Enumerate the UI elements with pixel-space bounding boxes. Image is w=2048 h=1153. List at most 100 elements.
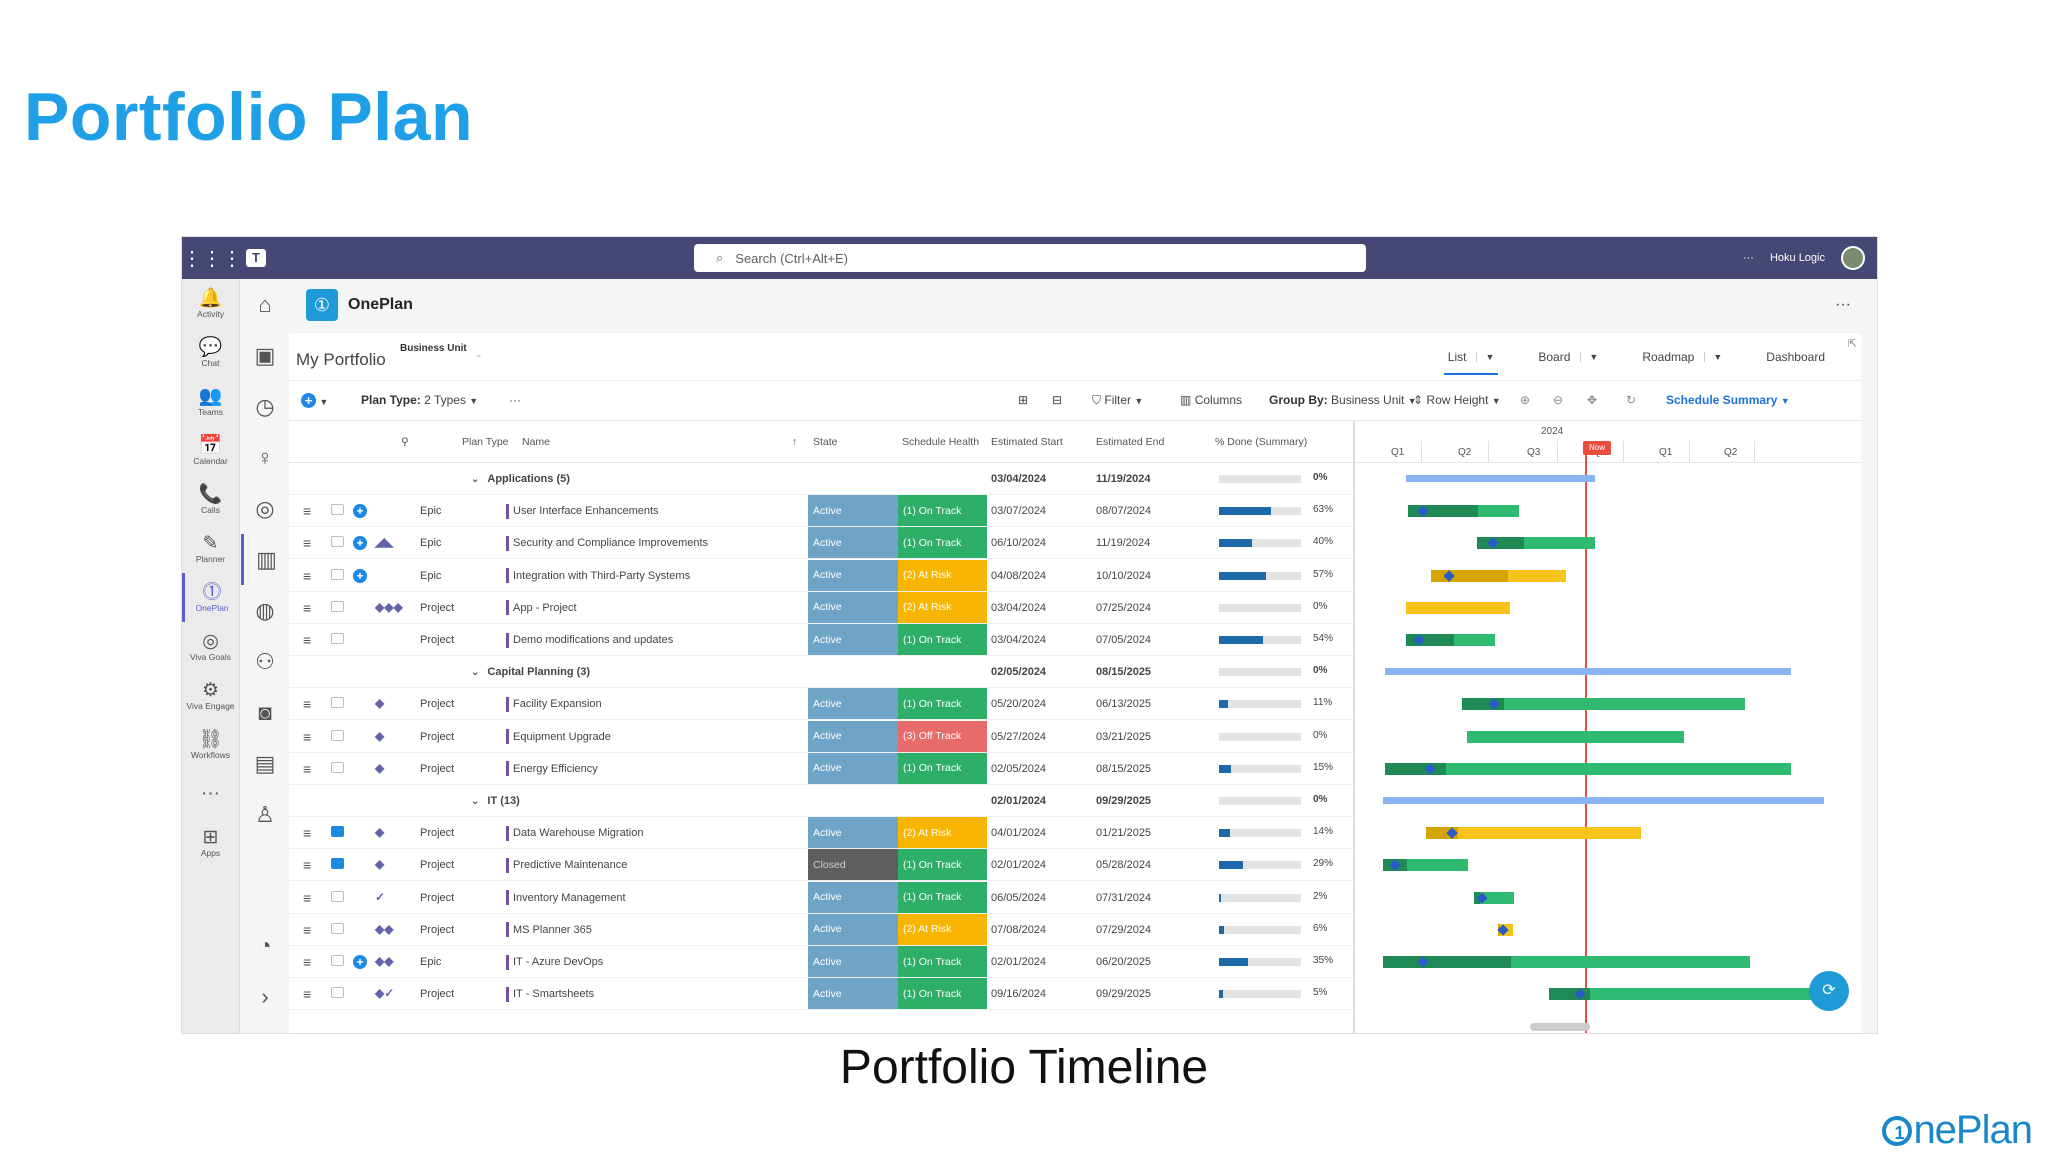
comment-icon[interactable] (331, 633, 344, 644)
rail-item-planner[interactable]: ✎ Planner (182, 524, 239, 573)
rail-item-oneplan[interactable]: ⓵ OnePlan (182, 573, 239, 622)
view-board[interactable]: Board ▼ (1538, 350, 1599, 364)
view-roadmap[interactable]: Roadmap ▼ (1642, 350, 1723, 364)
table-row[interactable]: ≡ ◆◆◆ Project App - Project Active (2) At Ris… (289, 591, 1353, 624)
comment-icon[interactable] (331, 858, 344, 870)
item-name[interactable]: IT - Azure DevOps (506, 946, 603, 978)
comment-icon[interactable] (331, 987, 344, 999)
person-icon[interactable]: ♙ (255, 801, 275, 827)
table-row[interactable]: ≡ ◆ Project Equipment Upgrade Active (3) Off … (289, 720, 1353, 753)
row-menu-icon[interactable]: ≡ (303, 567, 312, 584)
table-row[interactable]: ≡ ◆ Project Energy Efficiency Active (1) On T… (289, 752, 1353, 785)
item-name[interactable]: Equipment Upgrade (506, 721, 611, 753)
col-schedule-health[interactable]: Schedule Health (902, 436, 980, 448)
item-name[interactable]: User Interface Enhancements (506, 495, 659, 527)
col-name[interactable]: Name (522, 436, 551, 448)
group-row[interactable]: ⌄ Applications (5) 03/04/2024 11/19/2024 0% (289, 463, 1353, 495)
briefcase-icon[interactable]: ▣ (254, 342, 276, 368)
horizontal-scrollbar[interactable] (1530, 1023, 1590, 1031)
col-estimated-end[interactable]: Estimated End (1096, 436, 1165, 448)
col-estimated-start[interactable]: Estimated Start (991, 436, 1063, 448)
table-row[interactable]: ≡ ◆ Project Data Warehouse Migration Active(… (289, 817, 1353, 850)
row-menu-icon[interactable]: ≡ (303, 760, 312, 777)
group-row[interactable]: ⌄ IT (13) 02/01/2024 09/29/2025 0% (289, 785, 1353, 817)
business-unit-selector[interactable]: Business Unit (400, 343, 467, 354)
chevron-down-icon[interactable]: ⌄ (471, 473, 480, 485)
row-menu-icon[interactable]: ≡ (303, 632, 312, 648)
columns-button[interactable]: ▥ Columns (1180, 393, 1243, 407)
rail-item-teams[interactable]: 👥 Teams (182, 377, 239, 426)
comment-icon[interactable] (331, 697, 344, 709)
row-menu-icon[interactable]: ≡ (303, 825, 312, 842)
row-menu-icon[interactable]: ≡ (303, 889, 312, 906)
rail-item-workflows[interactable]: ⛓ Workflows (182, 720, 239, 769)
table-row[interactable]: ≡ + Epic Integration with Third-Party Syste… (289, 559, 1353, 592)
rail-item-chat[interactable]: 💬 Chat (182, 328, 239, 377)
people-icon[interactable]: ⚇ (255, 648, 275, 674)
group-name[interactable]: ⌄ Capital Planning (3) (471, 656, 590, 688)
toolbar-more[interactable]: ··· (509, 393, 521, 407)
zoom-out-icon[interactable]: ⊖ (1553, 393, 1564, 407)
add-child-icon[interactable]: + (353, 536, 367, 551)
item-name[interactable]: Energy Efficiency (506, 753, 598, 785)
sort-up-icon[interactable]: ↑ (792, 436, 798, 448)
refresh-icon[interactable]: ↻ (1626, 393, 1637, 407)
row-height-button[interactable]: ⇕ Row Height ▼ (1413, 393, 1501, 407)
table-row[interactable]: ≡ + ◆◆ Epic IT - Azure DevOps Active (1) On Tr… (289, 946, 1353, 978)
comment-icon[interactable] (331, 504, 344, 516)
group-name[interactable]: ⌄ Applications (5) (471, 463, 570, 495)
add-child-icon[interactable]: + (353, 504, 367, 519)
chevron-down-icon[interactable]: ⌄ (471, 795, 480, 807)
row-menu-icon[interactable]: ≡ (303, 696, 312, 713)
portfolio-icon[interactable]: ▥ (241, 534, 289, 585)
globe-icon[interactable]: ◍ (255, 597, 275, 623)
item-name[interactable]: App - Project (506, 592, 577, 624)
item-name[interactable]: Predictive Maintenance (506, 849, 627, 881)
table-row[interactable]: ≡ ◆ Project Predictive Maintenance Closed (1)… (289, 849, 1353, 882)
group-by-button[interactable]: Group By: Business Unit ▼ (1269, 393, 1417, 407)
zoom-in-icon[interactable]: ⊕ (1520, 393, 1531, 407)
comment-icon[interactable] (331, 890, 344, 902)
comment-icon[interactable] (331, 826, 344, 838)
target-icon[interactable]: ◎ (255, 495, 275, 521)
chevron-down-icon[interactable]: ⌄ (475, 349, 483, 359)
view-list[interactable]: List ▼ (1426, 333, 1517, 381)
add-child-icon[interactable]: + (353, 955, 367, 969)
row-menu-icon[interactable]: ≡ (303, 728, 312, 745)
table-row[interactable]: ≡ ◆✓ Project IT - Smartsheets Active (1) On T… (289, 978, 1353, 1011)
item-name[interactable]: MS Planner 365 (506, 914, 592, 946)
comment-icon[interactable] (331, 600, 344, 612)
rail-item-viva-goals[interactable]: ◎ Viva Goals (182, 622, 239, 671)
row-menu-icon[interactable]: ≡ (303, 921, 312, 938)
table-row[interactable]: ≡ Project Demo modifications and updates Ac… (289, 624, 1353, 656)
comment-icon[interactable] (331, 761, 344, 773)
hierarchy-icon[interactable]: ⚲ (401, 436, 409, 448)
view-dashboard[interactable]: Dashboard (1766, 350, 1825, 364)
home-icon[interactable]: ⌂ (258, 291, 272, 317)
rail-item-apps[interactable]: ⊞ Apps (182, 818, 239, 867)
avatar[interactable] (1841, 246, 1865, 270)
group-name[interactable]: ⌄ IT (13) (471, 785, 520, 817)
clock-icon[interactable]: ◷ (255, 393, 275, 419)
popout-icon[interactable]: ⇱ (1847, 338, 1857, 350)
expand-all-icon[interactable]: ⊞ (1018, 393, 1029, 407)
item-name[interactable]: Data Warehouse Migration (506, 817, 643, 849)
row-menu-icon[interactable]: ≡ (303, 503, 312, 520)
add-child-icon[interactable]: + (353, 568, 367, 583)
table-row[interactable]: ≡ ◆ Project Facility Expansion Active (1) On … (289, 688, 1353, 721)
table-row[interactable]: ≡ ◆◆ Project MS Planner 365 Active (2) At Ris… (289, 913, 1353, 946)
group-row[interactable]: ⌄ Capital Planning (3) 02/05/2024 08/15/202… (289, 656, 1353, 689)
caret-down-icon[interactable]: ▼ (1704, 352, 1722, 362)
col-plan-type[interactable]: Plan Type (462, 436, 509, 448)
app-more-icon[interactable]: ··· (1835, 296, 1851, 313)
rail-item-activity[interactable]: 🔔 Activity (182, 279, 239, 328)
comment-icon[interactable] (331, 568, 344, 580)
comment-icon[interactable] (331, 955, 344, 966)
table-row[interactable]: ≡ + ◢◣ Epic Security and Compliance Improvem… (289, 527, 1353, 560)
assistant-button[interactable]: ⟳ (1809, 971, 1849, 1011)
comment-icon[interactable] (331, 729, 344, 741)
org-icon[interactable]: ▤ (254, 750, 276, 776)
item-name[interactable]: IT - Smartsheets (506, 978, 594, 1010)
caret-down-icon[interactable]: ▼ (1476, 352, 1494, 362)
collapse-all-icon[interactable]: ⊟ (1052, 393, 1063, 407)
